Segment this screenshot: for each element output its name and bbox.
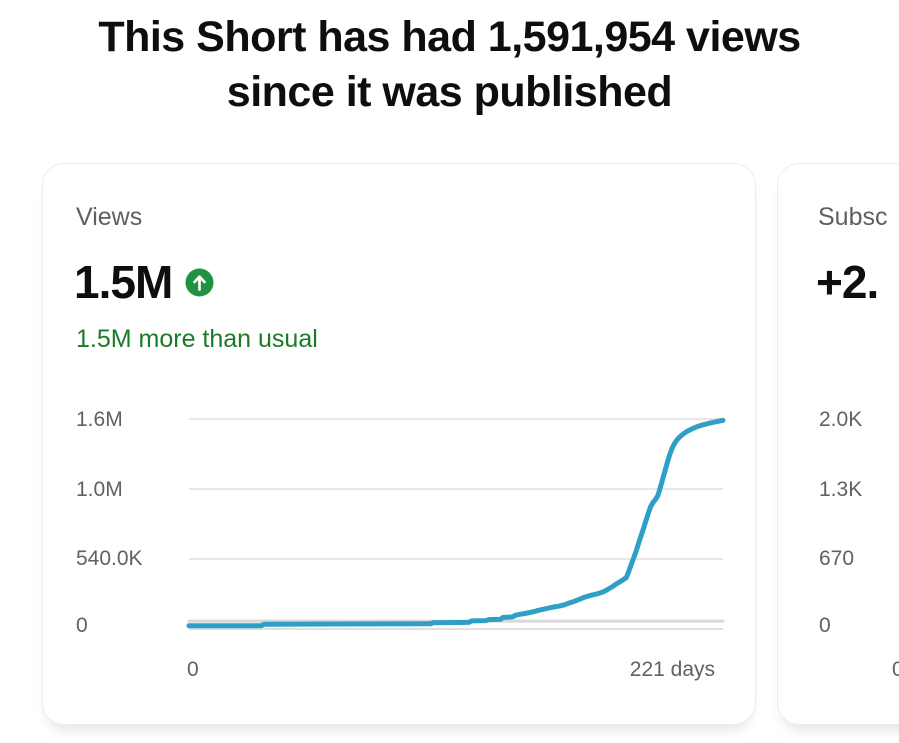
views-card[interactable]: Views 1.5M 1.5M more than usual 1.6M 1.0… [42,163,756,725]
y-tick-label: 670 [819,547,855,570]
x-tick-end: 221 days [629,658,715,681]
views-metric-row: 1.5M [74,258,214,306]
subscribers-card-title: Subsc [818,203,888,231]
views-metric-value: 1.5M [74,256,173,308]
subscribers-metric-value: +2. [816,256,879,308]
subscribers-metric-row: +2. [816,256,879,308]
y-tick-label: 1.0M [76,478,123,501]
page-title-line1: This Short has had 1,591,954 views [98,13,801,61]
page-title: This Short has had 1,591,954 views since… [0,10,899,120]
x-tick-start: 0 [187,658,199,681]
views-data-line [186,417,726,629]
page-title-line2: since it was published [226,68,673,116]
y-tick-label: 0 [819,614,831,637]
y-tick-label: 1.3K [819,478,863,501]
y-tick-label: 1.6M [76,408,123,431]
subscribers-card[interactable]: Subsc +2. 2.0K 1.3K 670 0 0 [777,163,899,725]
y-tick-label: 0 [76,614,88,637]
y-tick-label: 2.0K [819,408,863,431]
views-delta-text: 1.5M more than usual [76,325,318,353]
x-tick-start: 0 [892,658,899,681]
trend-up-icon [185,268,214,296]
views-card-title: Views [76,203,143,231]
views-line-chart[interactable] [43,394,757,694]
y-tick-label: 540.0K [76,547,143,570]
